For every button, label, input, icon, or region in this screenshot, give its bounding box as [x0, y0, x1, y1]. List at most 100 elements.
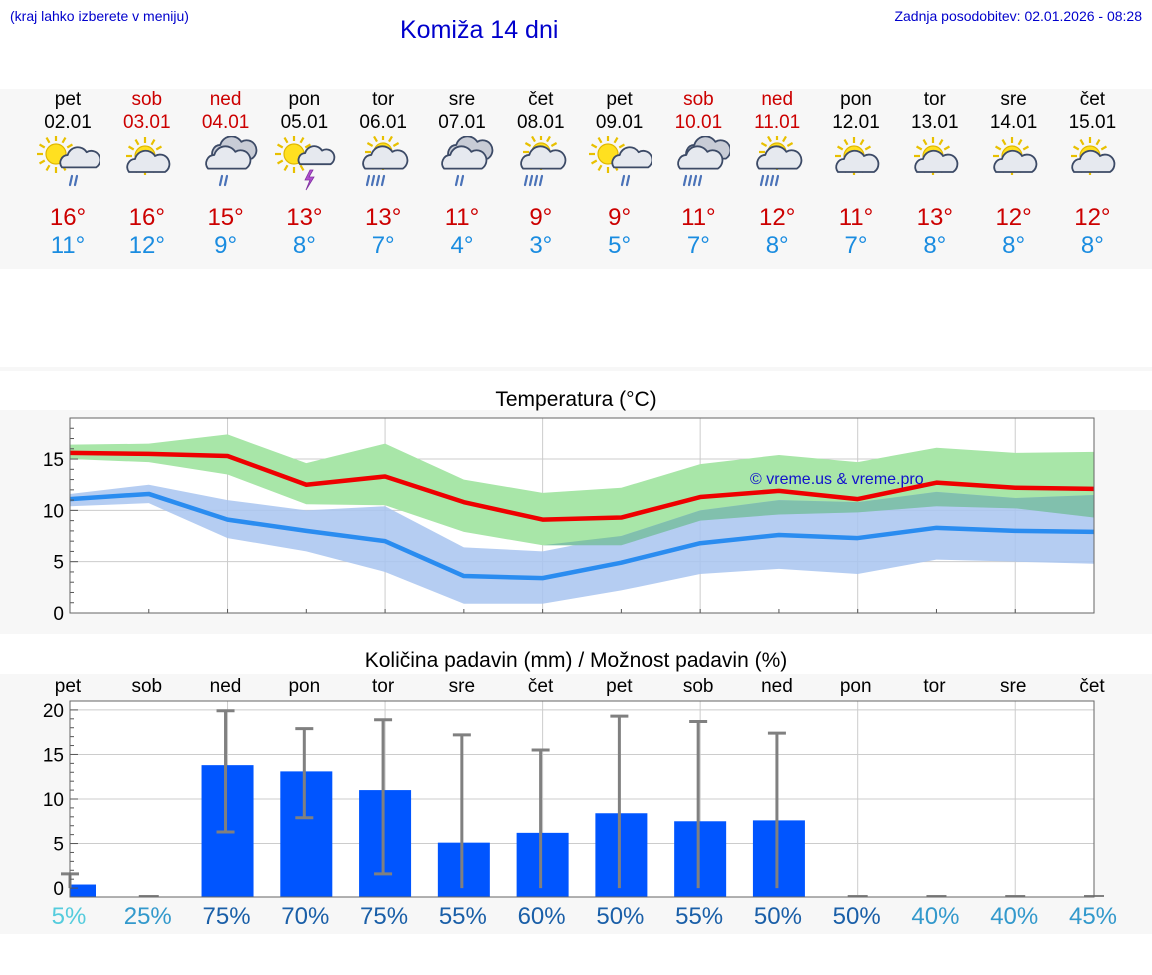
y-tick-label: 5 [53, 553, 64, 574]
temp-min: 8° [1002, 232, 1026, 259]
temp-min: 7° [686, 232, 710, 259]
precip-bar [674, 821, 727, 897]
temp-min: 8° [765, 232, 789, 259]
day-name: ned [761, 89, 794, 110]
plot-frame [69, 417, 1095, 614]
precip-bar [437, 842, 490, 897]
precip-probability-label: 40% [990, 903, 1039, 930]
day-column: tor 13.01 13° 8° [895, 88, 975, 260]
temp-max: 16° [128, 204, 165, 231]
temp-max: 11° [444, 204, 480, 231]
day-name: tor [372, 89, 395, 110]
temp-max: 9° [608, 204, 632, 231]
page-title: Komiža 14 dni [400, 16, 559, 44]
y-tick-label: 15 [43, 745, 64, 766]
day-column: tor 06.01 13° 7° [343, 88, 423, 260]
temp-min: 8° [923, 232, 947, 259]
day-date: 15.01 [1068, 112, 1117, 133]
y-tick-label: 5 [53, 835, 64, 856]
precip-bar [752, 820, 805, 897]
day-column: čet 15.01 12° 8° [1052, 88, 1132, 260]
day-date: 14.01 [989, 112, 1038, 133]
y-tick-label: 10 [43, 790, 64, 811]
sun-cloud-icon [816, 136, 896, 204]
watermark: © vreme.us & vreme.pro [750, 471, 924, 488]
temperature-chart-title: Temperatura (°C) [495, 388, 657, 411]
precip-bar [516, 832, 569, 897]
temp-min: 9° [214, 232, 238, 259]
x-category-label: sre [1000, 676, 1026, 697]
day-date: 02.01 [44, 112, 92, 133]
temp-min: 7° [371, 232, 395, 259]
day-name: pon [840, 89, 872, 110]
temp-min: 11° [50, 232, 86, 259]
x-category-label: tor [923, 676, 946, 697]
sun-cloud-thunder-icon [264, 136, 344, 204]
day-date: 10.01 [674, 112, 723, 133]
temp-max: 13° [286, 204, 323, 231]
day-date: 08.01 [517, 112, 565, 133]
day-column: čet 08.01 9° 3° [501, 88, 581, 260]
precip-bar [70, 884, 96, 897]
day-column: sre 14.01 12° 8° [974, 88, 1054, 260]
day-column: sob 10.01 11° 7° [658, 88, 738, 260]
plot-frame [69, 700, 1095, 898]
x-category-label: pet [606, 676, 633, 697]
precip-probability-label: 5% [51, 903, 87, 930]
precip-probability-label: 75% [360, 903, 409, 930]
sun-cloud-heavy-rain-icon [737, 136, 817, 204]
sun-cloud-icon [107, 136, 187, 204]
y-tick-label: 10 [43, 501, 64, 522]
precip-probability-label: 55% [438, 903, 487, 930]
cloud-rain-icon [186, 136, 266, 204]
x-category-label: čet [528, 676, 554, 697]
precip-bar [595, 813, 648, 897]
day-name: pon [288, 89, 321, 110]
menu-hint: (kraj lahko izberete v meniju) [10, 8, 189, 24]
temp-max: 15° [207, 204, 244, 231]
x-category-label: ned [210, 676, 242, 697]
x-category-label: sre [449, 676, 475, 697]
min-temp-line [69, 491, 1095, 581]
y-tick-label: 20 [43, 701, 64, 722]
x-category-label: pon [840, 676, 872, 697]
day-date: 13.01 [911, 112, 959, 133]
y-tick-label: 0 [53, 604, 64, 625]
day-name: čet [1079, 89, 1106, 110]
cloud-heavy-rain-icon [658, 136, 738, 204]
separator-band [0, 367, 1152, 371]
sun-cloud-icon [1052, 136, 1132, 204]
temp-min: 3° [529, 232, 553, 259]
sun-cloud-icon [974, 136, 1054, 204]
precip-probability-label: 45% [1068, 903, 1118, 930]
day-date: 11.01 [754, 112, 801, 133]
day-column: ned 04.01 15° 9° [186, 88, 266, 260]
sun-cloud-icon [895, 136, 975, 204]
x-category-label: sob [683, 676, 714, 697]
day-date: 12.01 [832, 112, 880, 133]
day-forecast-row: pet 02.01 16° 11° sob 03.01 16° 12° ned 04.01 15° 9… [0, 88, 1152, 260]
temp-max: 13° [916, 204, 953, 231]
max-temp-line [69, 450, 1095, 522]
cloud-rain-icon [422, 136, 502, 204]
temp-max: 16° [49, 204, 87, 231]
sun-cloud-rain-icon [580, 136, 660, 204]
sun-cloud-rain-icon [28, 136, 108, 204]
overlap-range-band [70, 459, 1094, 546]
precipitation-chart-title: Količina padavin (mm) / Možnost padavin … [364, 649, 788, 672]
precip-probability-label: 40% [911, 903, 960, 930]
x-category-label: pon [288, 676, 320, 697]
precip-probability-label: 70% [281, 903, 330, 930]
temp-max: 12° [759, 204, 796, 231]
day-date: 05.01 [280, 112, 329, 133]
precip-probability-label: 50% [832, 903, 881, 930]
x-category-label: pet [55, 676, 82, 697]
temp-max: 11° [681, 204, 716, 231]
precip-probability-label: 75% [202, 903, 251, 930]
day-name: ned [209, 89, 242, 110]
day-date: 03.01 [123, 112, 171, 133]
temp-min: 12° [128, 232, 165, 259]
x-category-label: tor [372, 676, 395, 697]
temp-min: 8° [1080, 232, 1104, 259]
precip-bar [280, 771, 333, 897]
